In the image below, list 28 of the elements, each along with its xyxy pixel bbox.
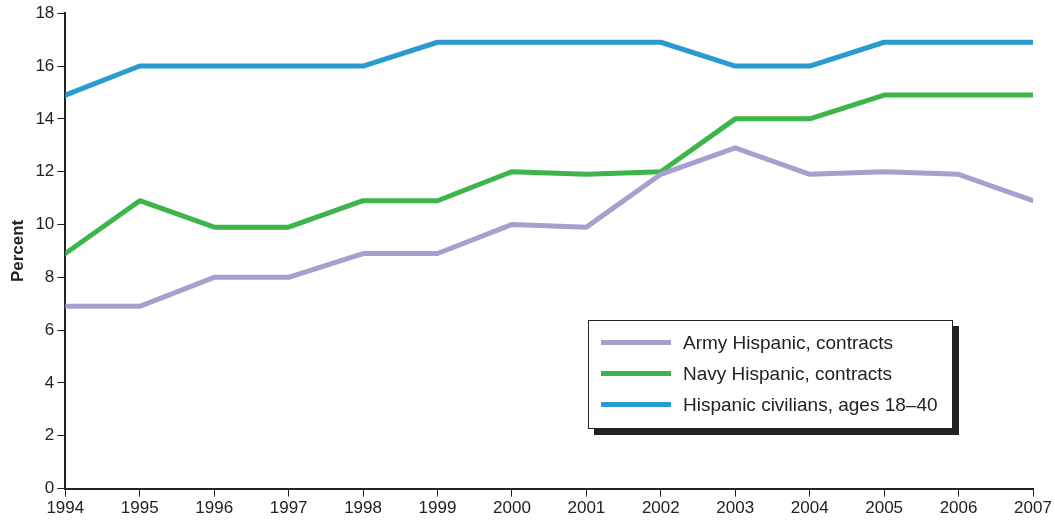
legend-label: Navy Hispanic, contracts	[683, 362, 893, 385]
y-tick-label: 18	[35, 2, 55, 22]
x-tick-label: 1999	[418, 498, 457, 518]
x-tick-label: 2007	[1014, 498, 1052, 518]
y-tick-label: 14	[35, 108, 55, 128]
x-tick-label: 2005	[865, 498, 904, 518]
x-tick-label: 2004	[790, 498, 829, 518]
y-tick-label: 2	[44, 425, 55, 445]
y-tick-label: 10	[35, 214, 55, 234]
x-tick-label: 1998	[344, 498, 382, 518]
x-tick-label: 2003	[716, 498, 755, 518]
y-axis-title: Percent	[7, 219, 27, 283]
x-tick-label: 1994	[46, 498, 85, 518]
x-tick-label: 1996	[195, 498, 234, 518]
x-tick-label: 1997	[269, 498, 308, 518]
y-tick-label: 12	[35, 161, 55, 181]
x-tick-label: 2006	[939, 498, 978, 518]
y-tick-label: 4	[44, 372, 55, 392]
legend-label: Army Hispanic, contracts	[683, 331, 894, 354]
y-tick-label: 8	[44, 267, 55, 286]
x-tick-label: 2001	[567, 498, 606, 518]
y-tick-label: 0	[44, 478, 55, 498]
legend-label: Hispanic civilians, ages 18–40	[683, 393, 938, 416]
x-tick-label: 1995	[120, 498, 159, 518]
y-tick-label: 16	[35, 55, 55, 75]
y-tick-label: 6	[44, 319, 55, 339]
x-tick-label: 2002	[641, 498, 680, 518]
x-tick-label: 2000	[493, 498, 531, 518]
